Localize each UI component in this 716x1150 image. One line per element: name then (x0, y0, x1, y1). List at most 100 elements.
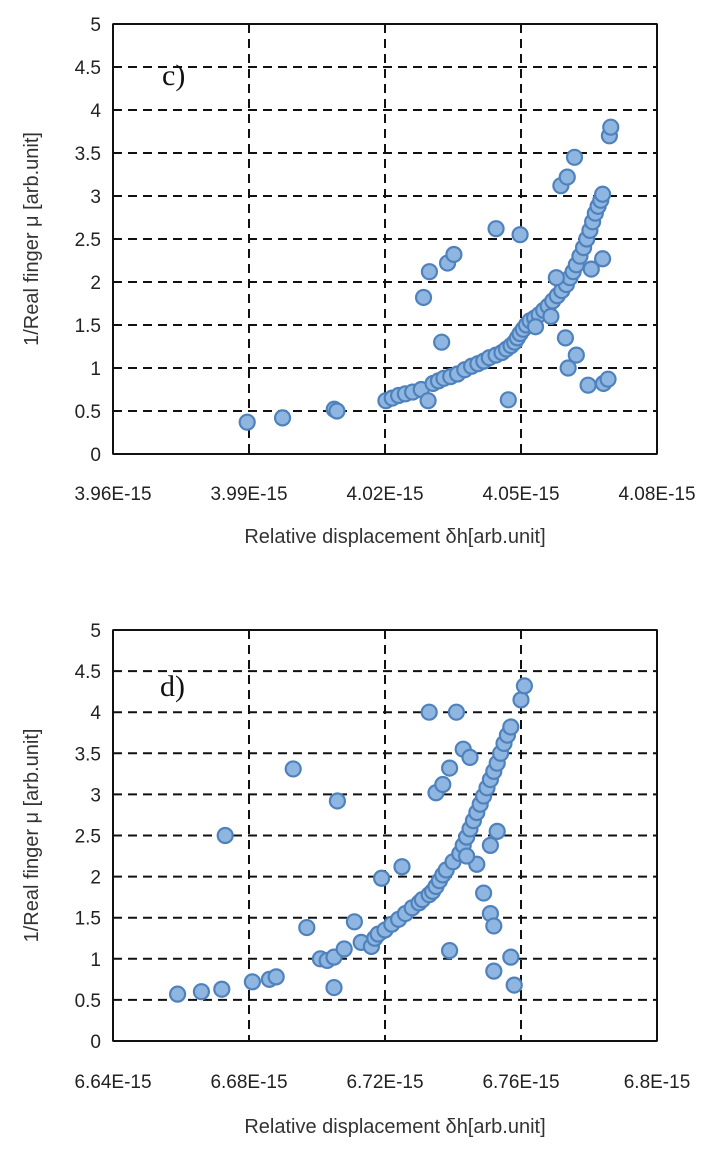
data-point (461, 748, 479, 767)
x-tick-label: 6.72E-15 (346, 1072, 423, 1093)
data-point (445, 245, 463, 264)
y-axis-title: 1/Real finger μ [arb.unit] (21, 132, 43, 346)
data-point (559, 359, 577, 377)
y-tick-label: 3 (90, 785, 101, 806)
y-tick-label: 4 (90, 703, 101, 724)
x-tick-label: 3.99E-15 (210, 484, 287, 505)
panel-label: d) (160, 670, 185, 703)
x-tick-label: 4.08E-15 (618, 484, 695, 505)
data-point (243, 973, 261, 991)
data-point (325, 978, 343, 997)
y-tick-label: 0 (90, 1032, 101, 1053)
y-tick-label: 2 (90, 868, 101, 889)
data-point (488, 822, 506, 840)
y-tick-label: 3 (90, 187, 101, 208)
data-point (335, 940, 353, 958)
data-point (328, 792, 346, 810)
y-tick-label: 0 (90, 445, 101, 466)
data-point (393, 858, 411, 876)
y-tick-label: 4.5 (75, 662, 101, 683)
y-tick-label: 0.5 (75, 991, 101, 1012)
y-tick-label: 1.5 (75, 909, 101, 930)
data-point (502, 718, 520, 736)
data-point (485, 917, 503, 935)
y-tick-label: 4 (90, 101, 101, 122)
y-axis-title: 1/Real finger μ [arb.unit] (21, 729, 43, 943)
data-point (328, 402, 346, 420)
data-point (345, 913, 363, 931)
data-point (567, 346, 585, 364)
data-point (579, 376, 597, 394)
data-point (216, 826, 234, 845)
data-point (599, 370, 617, 388)
panel-label: c) (162, 59, 185, 92)
data-point (505, 976, 523, 994)
y-tick-label: 2.5 (75, 827, 101, 848)
data-point (447, 703, 465, 721)
x-tick-label: 4.05E-15 (482, 484, 559, 505)
y-tick-labels: 0 0.5 1 1.5 2 2.5 3 3.5 4 4.5 5 (75, 15, 102, 466)
x-tick-label: 6.8E-15 (624, 1072, 691, 1093)
data-point (419, 392, 437, 410)
y-tick-label: 4.5 (75, 58, 101, 79)
data-point (238, 413, 256, 431)
chart-d: 0 0.5 1 1.5 2 2.5 3 3.5 4 4.5 5 6.64E-15 6.68E-15 6.7… (0, 588, 716, 1150)
x-tick-label: 6.68E-15 (210, 1072, 287, 1093)
y-tick-label: 1 (90, 950, 101, 971)
y-tick-label: 0.5 (75, 402, 101, 423)
data-point (373, 869, 391, 887)
data-point (475, 884, 493, 902)
data-point (441, 941, 459, 960)
data-point (213, 980, 231, 998)
scatter-plot-d: 0 0.5 1 1.5 2 2.5 3 3.5 4 4.5 5 6.64E-15 6.68E-15 6.7… (21, 621, 690, 1138)
data-point (593, 250, 612, 268)
y-tick-label: 2 (90, 273, 101, 294)
y-tick-label: 3.5 (75, 744, 101, 765)
data-point (441, 759, 459, 777)
x-tick-label: 4.02E-15 (346, 484, 423, 505)
data-point (502, 948, 520, 966)
y-tick-labels: 0 0.5 1 1.5 2 2.5 3 3.5 4 4.5 5 (75, 621, 102, 1053)
data-point (558, 168, 576, 186)
data-point (556, 329, 575, 347)
y-tick-label: 1 (90, 359, 101, 380)
data-point (273, 409, 292, 427)
x-tick-label: 6.64E-15 (74, 1072, 151, 1093)
data-point (458, 847, 476, 865)
x-tick-labels: 3.96E-15 3.99E-15 4.02E-15 4.05E-15 4.08E-15 (74, 484, 695, 505)
data-point (481, 836, 499, 854)
data-point (169, 985, 187, 1003)
scatter-plot-c: 0 0.5 1 1.5 2 2.5 3 3.5 4 4.5 5 3.96E-15 3.99E-15 4.0… (21, 15, 696, 548)
data-point (602, 118, 620, 136)
x-axis-title: Relative displacement δh[arb.unit] (244, 1116, 545, 1138)
x-axis-title: Relative displacement δh[arb.unit] (244, 526, 545, 548)
data-point (284, 760, 302, 778)
data-points (238, 118, 620, 431)
x-tick-label: 3.96E-15 (74, 484, 151, 505)
data-point (267, 968, 285, 986)
data-point (420, 703, 438, 721)
y-tick-label: 1.5 (75, 316, 101, 337)
data-points (169, 677, 534, 1003)
gridlines (112, 23, 658, 455)
chart-c: 0 0.5 1 1.5 2 2.5 3 3.5 4 4.5 5 3.96E-15 3.99E-15 4.0… (0, 0, 716, 560)
data-point (547, 269, 565, 287)
x-tick-labels: 6.64E-15 6.68E-15 6.72E-15 6.76E-15 6.8E-15 (74, 1072, 690, 1093)
data-point (542, 307, 560, 325)
y-tick-label: 5 (90, 621, 101, 642)
data-point (192, 983, 210, 1001)
data-point (565, 148, 584, 166)
data-point (434, 775, 452, 794)
data-point (499, 391, 517, 409)
data-point (433, 333, 451, 351)
data-point (485, 962, 503, 980)
data-point (298, 918, 316, 937)
data-point (512, 691, 530, 709)
y-tick-label: 2.5 (75, 230, 101, 251)
data-point (420, 263, 439, 281)
data-point (526, 318, 545, 336)
data-point (487, 220, 505, 238)
x-tick-label: 6.76E-15 (482, 1072, 559, 1093)
data-point (414, 288, 433, 307)
y-tick-label: 5 (90, 15, 101, 36)
